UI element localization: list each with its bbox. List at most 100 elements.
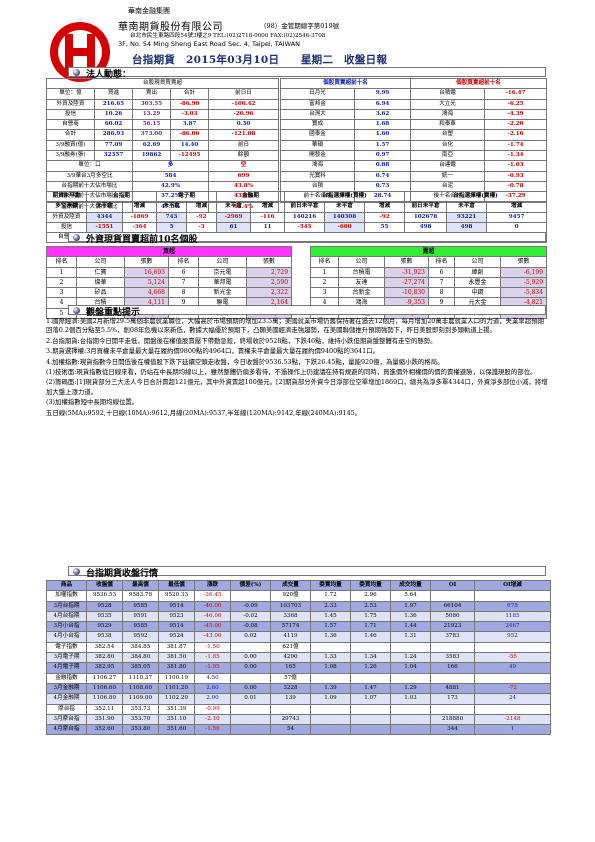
table-cell: 3 [310, 287, 339, 299]
table-cell: 3/9融資(億) [46, 139, 95, 152]
table-cell: 2,322 [245, 287, 293, 299]
table-cell: -5,834 [499, 287, 548, 299]
table-cell: 0.00 [230, 682, 271, 695]
table-cell: -55 [474, 652, 551, 664]
table-cell: 0.00 [230, 662, 271, 674]
column-header: 合計 [170, 88, 209, 100]
table-cell: 1.57 [310, 621, 351, 633]
bullet-icon [73, 307, 80, 314]
table-cell: 台積電 [410, 88, 485, 100]
table-cell: 381.50 [158, 652, 195, 664]
column-header: 增減 [364, 201, 406, 213]
table-cell: -46.00 [194, 610, 231, 623]
table-cell: 49 [474, 662, 551, 674]
table-cell: 台新金 [338, 287, 385, 299]
table-cell: 外資及陸資 [46, 98, 95, 110]
table-cell: 62.69 [132, 139, 171, 152]
column-header: 收盤價 [86, 579, 123, 592]
quote-row: 3月台指期 9528 9585 9514 -46.00 -0.09 103703 2.33 2.… [46, 600, 551, 612]
column-header: 未平倉 [216, 201, 252, 213]
table-cell: 32357 [94, 150, 133, 162]
table-cell: 1.47 [350, 682, 391, 695]
spot-row: 外資及陸資 216.65 303.55 -86.90 -100.42 [46, 98, 280, 110]
table-cell: 1.39 [310, 682, 351, 695]
list-item: 台塑 -2.16 [410, 129, 548, 141]
table-cell: 1.36 [310, 631, 351, 643]
table-cell: 4月電子期 [46, 662, 87, 674]
table-cell [350, 724, 391, 736]
table-cell: 1.04 [390, 662, 431, 674]
table-cell: 1106.80 [86, 693, 123, 705]
bullet-icon [73, 568, 80, 575]
column-header: 期貨未平倉 [46, 190, 87, 203]
table-cell: 60.02 [94, 119, 133, 131]
table-cell: 8 [168, 287, 199, 299]
table-cell: 9523 [158, 610, 195, 623]
table-cell: -31,923 [384, 266, 429, 278]
table-cell: 開發金 [280, 150, 355, 162]
table-cell: 0.88 [353, 160, 412, 172]
table-cell: 1.46 [350, 631, 391, 643]
table-cell: 4月摩台指 [46, 724, 87, 736]
oi-subheader-row: 多空淨額 未平倉 增減 未平倉 增減 未平倉 增減 前日未平倉 未平倉 增減 前日未平倉 未平倉 增減 [46, 201, 548, 213]
table-cell: 4月小台指 [46, 631, 87, 643]
table-cell: 和泰車 [410, 119, 485, 131]
table-cell: 54 [270, 724, 311, 736]
table-cell: -2148 [474, 713, 551, 726]
table-cell: 9591 [122, 610, 159, 623]
table-cell: 大立光 [410, 98, 485, 110]
table-cell: 南亞 [410, 150, 485, 162]
table-row: 3 矽品 4,668 8 新光金 2,322 [46, 287, 293, 299]
table-cell: 燦華 [76, 276, 125, 289]
table-cell: 165 [270, 662, 311, 674]
table-cell: 鴻海 [410, 108, 485, 121]
table-cell: -46.00 [194, 600, 231, 612]
table-row: 4 鴻海 -9,353 9 元大金 -4,821 [310, 297, 548, 309]
quote-row: 電子指數 382.54 384.85 381.87 -1.50 621億 [46, 641, 551, 654]
table-cell: 1.75 [350, 610, 391, 623]
table-cell [390, 713, 431, 726]
column-header: 排名 [310, 256, 339, 268]
note-paragraph: (2)籌碼面:[1]現貨部分三大法人今日合計賣超121億元，其中外資賣超100億… [46, 378, 548, 396]
table-cell: 單位：口 [46, 160, 133, 172]
table-cell: 56.15 [132, 119, 171, 131]
table-cell: 699 [207, 170, 280, 182]
table-cell: 29743 [270, 713, 311, 726]
column-header: 多空淨額 [46, 201, 87, 213]
table-cell [230, 724, 271, 736]
column-header: 排名 [428, 256, 455, 268]
table-cell: 102678 [404, 211, 448, 223]
table-cell: -0.93 [483, 170, 548, 182]
table-cell: 0.00 [230, 652, 271, 664]
table-cell: 139 [270, 693, 311, 705]
quote-row: 4月電子期 382.95 385.05 381.80 -1.95 0.00 165 1.08 1… [46, 662, 551, 674]
table-cell [474, 641, 551, 654]
table-cell: 9514 [158, 600, 195, 612]
table-cell: 382.54 [86, 641, 123, 654]
table-cell: 1.60 [353, 129, 412, 141]
table-cell: -2969 [216, 211, 252, 223]
table-cell: 3/9華台3月多空比 [46, 170, 133, 182]
table-cell: 1.71 [350, 621, 391, 633]
column-header: 張數 [384, 256, 429, 268]
top10-header-row: 個股買賣超前十名 [279, 77, 412, 90]
table-cell: -6,199 [499, 266, 548, 278]
column-header: 排名 [168, 256, 199, 268]
table-cell [230, 713, 271, 726]
top10-heading: 個股買賣超前十名 [409, 77, 548, 90]
table-cell: -4.39 [483, 108, 548, 121]
table-cell [390, 641, 431, 654]
table-cell: 投信 [46, 108, 95, 121]
column-header: 成交量 [270, 579, 311, 592]
table-cell: 3368 [270, 610, 311, 623]
table-cell: -1.95 [194, 662, 231, 674]
quote-row: 加權指數 9536.53 9583.78 9520.33 -26.45 920億 1.72 2… [46, 590, 551, 602]
table-cell: -20.96 [207, 108, 280, 121]
table-cell: -3.03 [170, 108, 209, 121]
column-header: 價差(%) [230, 579, 271, 592]
table-row: 3 台新金 -10,830 8 中鋼 -5,834 [310, 287, 548, 299]
table-cell: 384.80 [122, 652, 159, 664]
table-cell: 矽品 [76, 287, 125, 299]
table-cell: 6 [168, 266, 199, 278]
